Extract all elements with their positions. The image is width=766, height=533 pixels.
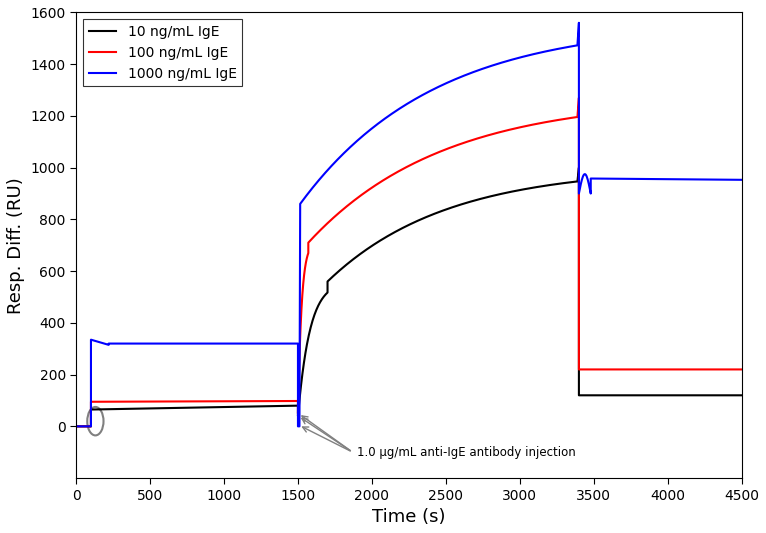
1000 ng/mL IgE [336,154,345,160]
100 ng/mL IgE [264,398,273,405]
1000 ng/mL IgE [295,423,304,430]
10 ng/mL IgE [734,392,743,399]
1000 ng/mL IgE [581,171,590,177]
10 ng/mL IgE [737,392,746,399]
10 ng/mL IgE [71,423,80,430]
1000 ng/mL IgE [737,176,746,183]
100 ng/mL IgE [737,366,746,373]
10 ng/mL IgE [574,165,584,171]
X-axis label: Time (s): Time (s) [372,508,446,526]
Legend: 10 ng/mL IgE, 100 ng/mL IgE, 1000 ng/mL IgE: 10 ng/mL IgE, 100 ng/mL IgE, 1000 ng/mL … [83,19,242,86]
100 ng/mL IgE [545,118,554,125]
Line: 10 ng/mL IgE: 10 ng/mL IgE [76,168,741,426]
100 ng/mL IgE [510,125,519,132]
1000 ng/mL IgE [550,46,559,53]
Line: 1000 ng/mL IgE: 1000 ng/mL IgE [76,23,741,426]
1000 ng/mL IgE [97,340,106,346]
10 ng/mL IgE [327,274,336,281]
Y-axis label: Resp. Diff. (RU): Resp. Diff. (RU) [7,177,25,313]
100 ng/mL IgE [71,423,80,430]
10 ng/mL IgE [353,253,362,259]
10 ng/mL IgE [663,392,673,399]
100 ng/mL IgE [132,398,141,405]
Text: 1.0 μg/mL anti-IgE antibody injection: 1.0 μg/mL anti-IgE antibody injection [357,446,576,459]
100 ng/mL IgE [338,207,347,213]
100 ng/mL IgE [574,95,584,101]
Line: 100 ng/mL IgE: 100 ng/mL IgE [76,98,741,426]
1000 ng/mL IgE [426,88,435,94]
100 ng/mL IgE [299,282,308,289]
10 ng/mL IgE [326,275,336,281]
1000 ng/mL IgE [71,423,80,430]
10 ng/mL IgE [381,235,390,241]
1000 ng/mL IgE [574,20,584,26]
